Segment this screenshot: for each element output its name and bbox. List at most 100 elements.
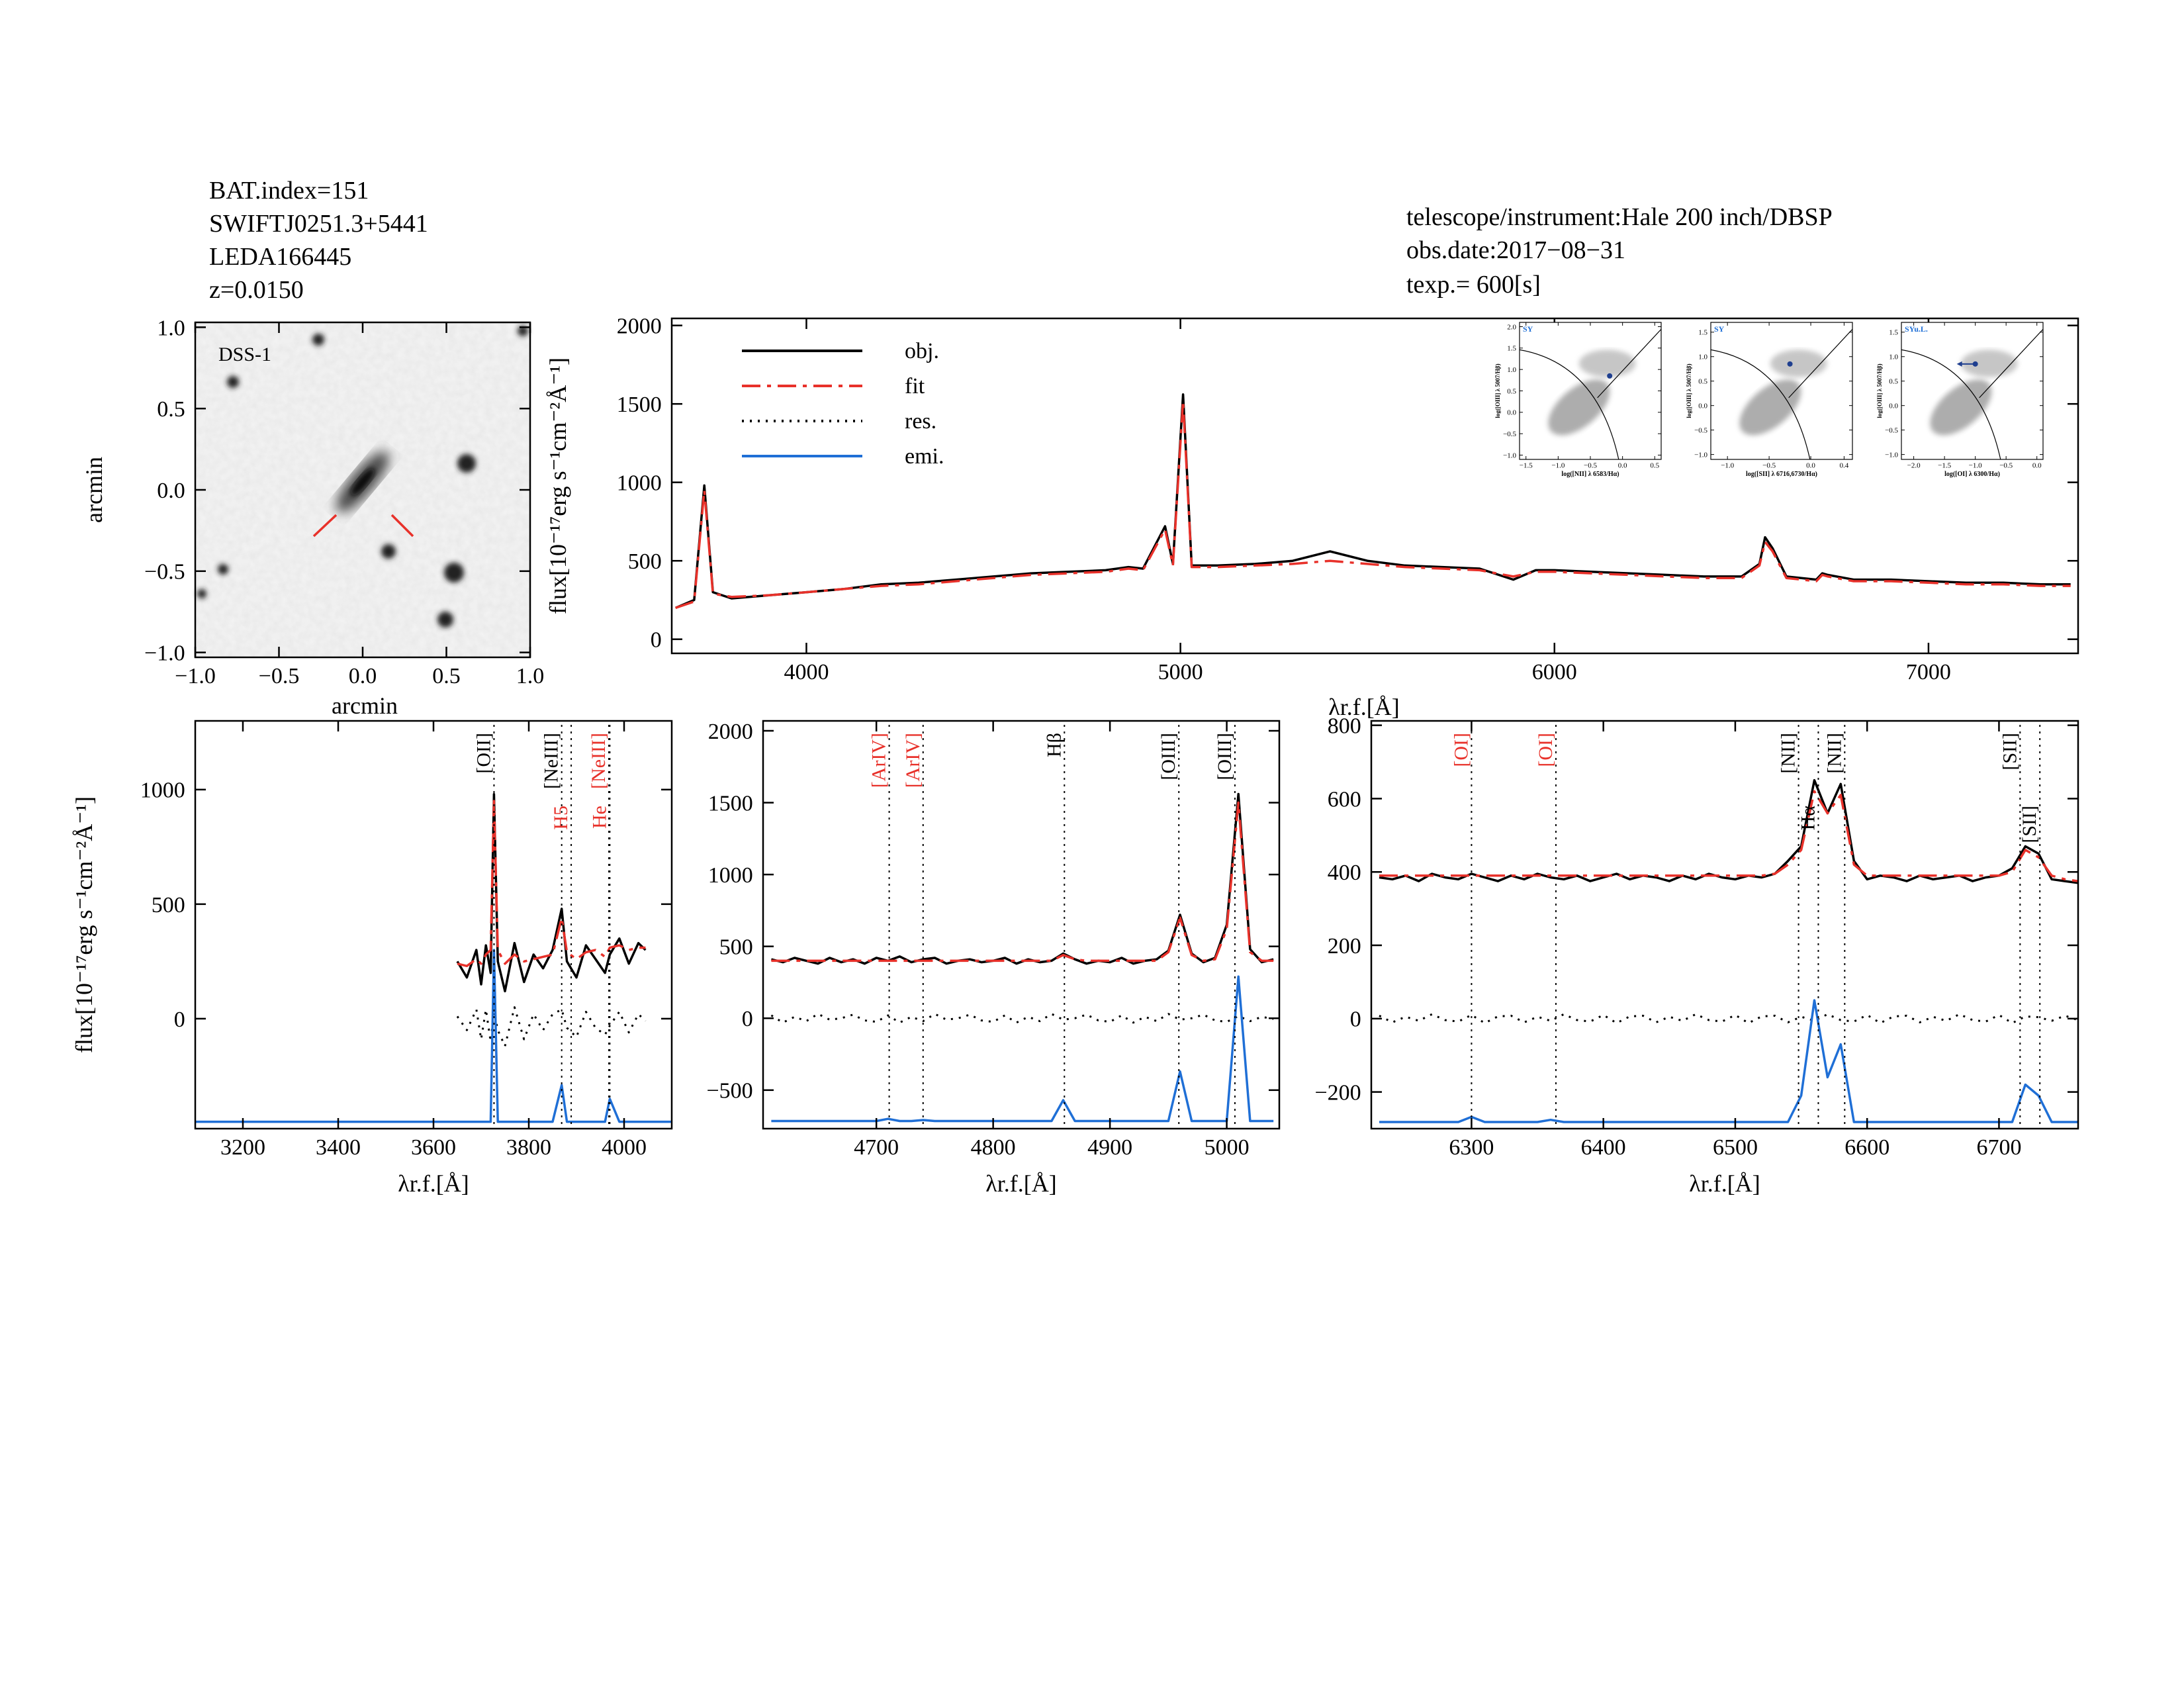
spectrum-line [771, 975, 1274, 1123]
y-tick-label: −500 [707, 1079, 753, 1103]
x-tick-label: 4000 [602, 1135, 647, 1160]
x-tick-label: 3600 [411, 1135, 456, 1160]
star [312, 334, 324, 346]
x-tick-label: 3200 [220, 1135, 265, 1160]
x-tick-label: −1.0 [1969, 462, 1982, 470]
x-tick-label: 6600 [1844, 1135, 1889, 1160]
y-tick-label: 0.0 [1507, 409, 1516, 417]
y-axis-label: flux[10⁻¹⁷erg s⁻¹cm⁻²Å⁻¹] [545, 357, 571, 614]
plot-frame [670, 317, 2079, 655]
spectrum-line [675, 393, 2071, 609]
x-tick-label: 0.0 [1618, 462, 1627, 470]
x-axis-label: λr.f.[Å] [985, 1170, 1056, 1197]
line-label: [OIII] [1214, 733, 1236, 780]
line-label: [NII] [1823, 733, 1845, 774]
star [197, 589, 206, 598]
header: BAT.index=151 SWIFTJ0251.3+5441 LEDA1664… [209, 177, 1833, 304]
x-tick-label: −1.0 [175, 664, 216, 688]
star [227, 376, 239, 388]
star [518, 326, 528, 336]
galaxy-core [351, 468, 375, 496]
line-label: [ArIV] [868, 733, 890, 788]
x-axis-label: log([SII] λ 6716,6730/Hα) [1746, 471, 1817, 478]
y-tick-label: 500 [152, 893, 185, 917]
spectrum-line [770, 1013, 1274, 1024]
x-tick-label: 0.0 [2032, 462, 2042, 470]
class-label: SYu.L. [1905, 324, 1928, 334]
header-line: obs.date:2017−08−31 [1406, 236, 1625, 264]
x-tick-label: 0.5 [432, 664, 461, 688]
x-tick-label: 7000 [1906, 660, 1951, 684]
y-tick-label: 400 [1328, 861, 1361, 885]
x-tick-label: 3400 [316, 1135, 361, 1160]
y-tick-label: −200 [1315, 1081, 1361, 1105]
spectrum-line [457, 800, 646, 968]
line-label: [OIII] [1158, 733, 1179, 780]
plot-frame [1710, 322, 1853, 460]
spectrum-line [1379, 1013, 2078, 1024]
y-tick-label: 500 [719, 935, 753, 960]
y-tick-label: 1.5 [1889, 329, 1898, 337]
line-label: He [588, 806, 610, 829]
y-tick-label: 1500 [617, 393, 662, 417]
spectrum-line [456, 792, 647, 993]
y-tick-label: 1.0 [1698, 353, 1707, 361]
legend-label: fit [905, 374, 925, 399]
y-tick-label: 0.0 [157, 479, 185, 503]
y-tick-label: 800 [1328, 714, 1361, 739]
bpt-point [1787, 361, 1793, 367]
y-axis-label: flux[10⁻¹⁷erg s⁻¹cm⁻²Å⁻¹] [71, 796, 97, 1053]
limit-arrowhead [1956, 361, 1962, 367]
y-tick-label: 0.5 [157, 397, 185, 422]
star [381, 544, 396, 559]
header-line: BAT.index=151 [209, 177, 369, 205]
demarcation-line [1597, 328, 1661, 399]
y-tick-label: 1500 [708, 791, 753, 816]
x-tick-label: 4000 [784, 660, 829, 684]
demarcation-line [1788, 328, 1852, 399]
x-tick-label: −2.0 [1907, 462, 1921, 470]
line-label: [SII] [2019, 806, 2040, 843]
y-tick-label: 1000 [617, 471, 662, 496]
header-line: SWIFTJ0251.3+5441 [209, 210, 428, 238]
y-tick-label: −0.5 [1503, 430, 1516, 438]
spectrum-line [771, 801, 1274, 962]
plot-frame [762, 720, 1281, 1130]
x-axis-label: log([NII] λ 6583/Hα) [1561, 471, 1619, 478]
x-tick-label: 6700 [1976, 1135, 2021, 1160]
x-tick-label: 4800 [971, 1135, 1016, 1160]
line-label: [NeIII] [541, 733, 563, 789]
y-tick-label: 0 [1350, 1008, 1361, 1032]
x-tick-label: 0.0 [1806, 462, 1815, 470]
x-axis-label: λr.f.[Å] [1689, 1170, 1760, 1197]
line-label: Hα [1797, 806, 1819, 831]
density-contour [1960, 350, 2018, 377]
header-line: texp.= 600[s] [1406, 271, 1541, 299]
x-tick-label: −0.5 [1999, 462, 2013, 470]
x-tick-label: 0.5 [1650, 462, 1659, 470]
density-contour [1578, 350, 1636, 377]
y-tick-label: 500 [628, 549, 662, 574]
header-line: telescope/instrument:Hale 200 inch/DBSP [1406, 203, 1833, 231]
sky-image: DSS-1 [195, 322, 530, 657]
y-tick-label: 2000 [617, 314, 662, 339]
y-tick-label: 0 [651, 628, 662, 653]
x-tick-label: 0.4 [1840, 462, 1849, 470]
spectrum-line [195, 949, 672, 1123]
y-tick-label: 0 [742, 1007, 753, 1031]
x-tick-label: −0.5 [1762, 462, 1776, 470]
y-tick-label: 1000 [708, 863, 753, 888]
spectrum-line [770, 792, 1274, 965]
y-axis-label: log([OIII] λ 5007/Hβ) [1494, 363, 1501, 418]
density-contour [1770, 350, 1827, 377]
y-tick-label: −1.0 [1885, 451, 1898, 459]
x-tick-label: 6500 [1713, 1135, 1758, 1160]
y-tick-label: 600 [1328, 787, 1361, 812]
line-label: [OII] [473, 733, 494, 774]
target-marker [390, 514, 414, 538]
stars [197, 326, 528, 628]
y-tick-label: 0.0 [1889, 402, 1898, 410]
bpt-point [1607, 373, 1613, 379]
